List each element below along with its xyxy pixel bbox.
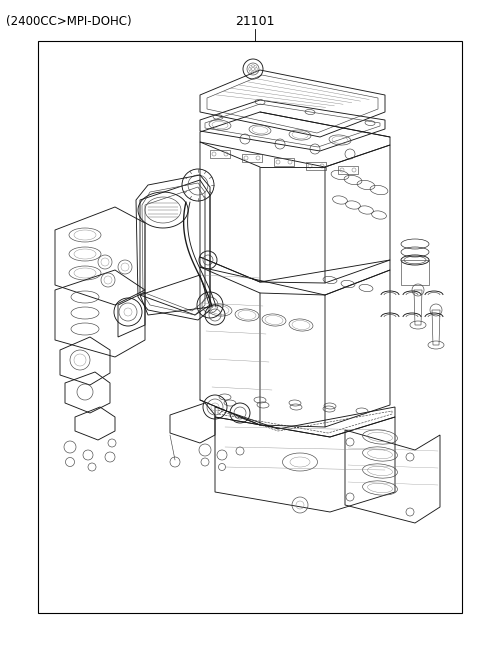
- Bar: [38, 41, 462, 613]
- Text: (2400CC>MPI-DOHC): (2400CC>MPI-DOHC): [6, 15, 132, 28]
- Text: 21101: 21101: [235, 15, 275, 28]
